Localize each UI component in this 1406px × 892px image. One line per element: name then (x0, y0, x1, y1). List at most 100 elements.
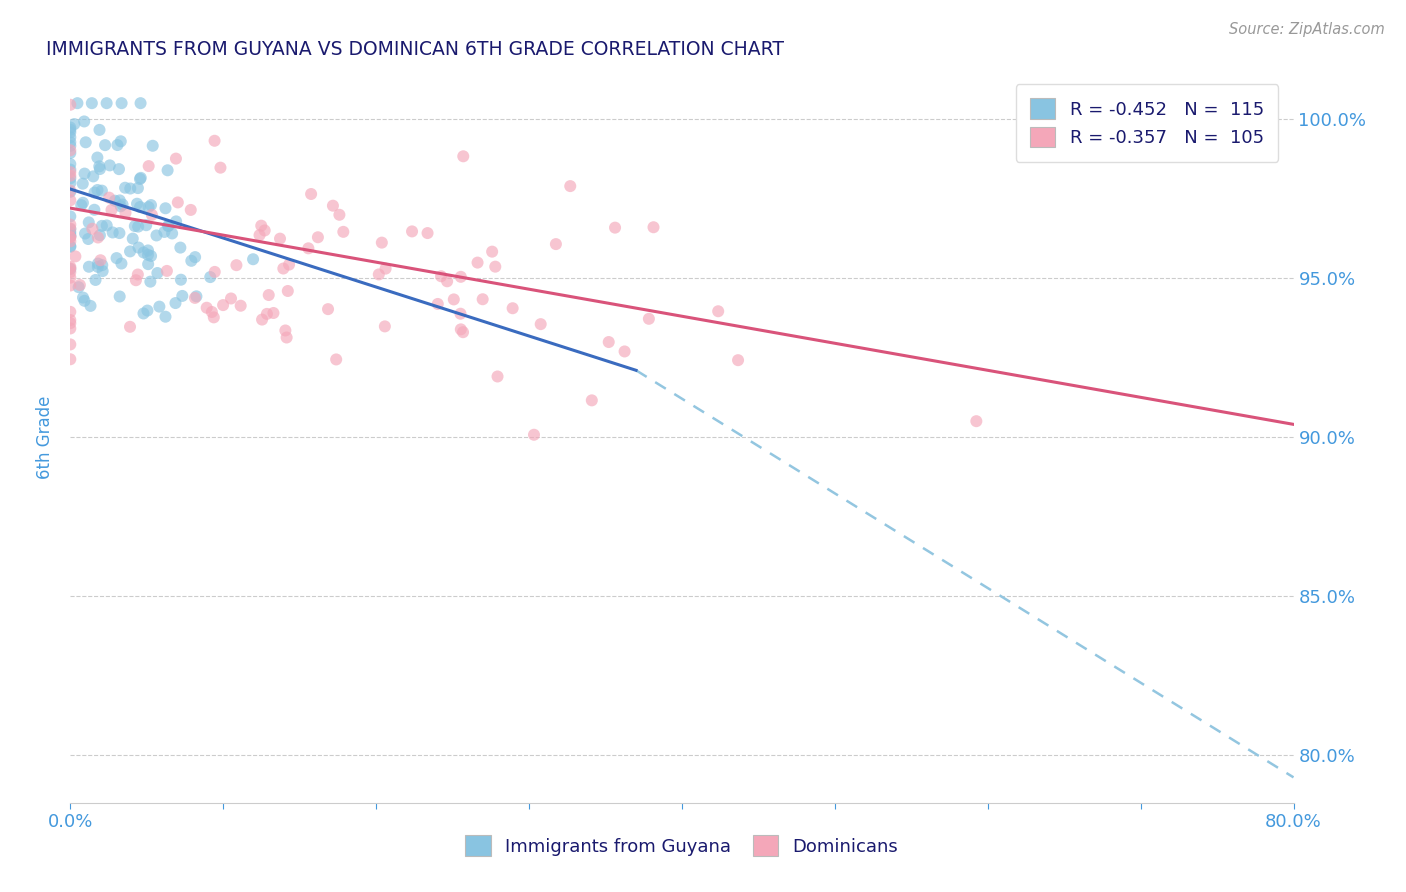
Point (299, 186, 322, 201)
Point (59, 194, 82, 208)
Point (66, 96, 89, 111)
Point (121, 231, 143, 245)
Point (253, 223, 276, 237)
Point (108, 194, 131, 208)
Point (96, 96, 118, 111)
Point (77, 232, 100, 246)
Point (145, 228, 167, 243)
Point (101, 226, 124, 240)
Point (120, 181, 142, 195)
Point (87, 230, 110, 244)
Point (98, 191, 121, 205)
Point (257, 288, 280, 302)
Point (59, 221, 82, 235)
Point (581, 393, 603, 408)
Point (153, 225, 176, 239)
Point (105, 251, 128, 265)
Point (523, 427, 546, 442)
Point (451, 325, 474, 339)
Point (278, 258, 301, 272)
Text: IMMIGRANTS FROM GUYANA VS DOMINICAN 6TH GRADE CORRELATION CHART: IMMIGRANTS FROM GUYANA VS DOMINICAN 6TH … (46, 39, 783, 59)
Point (124, 219, 146, 233)
Point (450, 322, 472, 336)
Point (110, 134, 132, 148)
Point (91, 258, 114, 272)
Point (450, 269, 472, 284)
Point (204, 265, 226, 279)
Point (155, 201, 177, 215)
Point (59, 139, 82, 153)
Point (643, 220, 665, 235)
Point (136, 257, 159, 271)
Text: Source: ZipAtlas.com: Source: ZipAtlas.com (1229, 22, 1385, 37)
Point (65, 249, 87, 263)
Point (59, 321, 82, 335)
Point (59, 125, 82, 139)
Point (274, 323, 297, 337)
Point (367, 268, 389, 282)
Point (59, 120, 82, 135)
Point (202, 310, 225, 325)
Point (59, 157, 82, 171)
Point (416, 226, 439, 240)
Point (125, 273, 148, 287)
Point (86, 183, 108, 197)
Point (59, 222, 82, 236)
Point (598, 334, 620, 349)
Point (166, 195, 188, 210)
Point (172, 289, 194, 303)
Point (59, 337, 82, 351)
Point (136, 303, 159, 318)
Point (135, 218, 157, 232)
Point (59, 278, 82, 293)
Point (125, 196, 148, 211)
Point (156, 264, 179, 278)
Point (467, 255, 489, 269)
Point (307, 230, 329, 244)
Point (249, 228, 271, 243)
Point (451, 149, 474, 163)
Point (72, 291, 94, 305)
Point (84, 273, 107, 287)
Point (486, 369, 509, 384)
Point (59, 305, 82, 319)
Point (332, 225, 354, 239)
Point (89, 159, 111, 173)
Point (297, 241, 319, 255)
Point (59, 185, 82, 199)
Point (204, 134, 226, 148)
Point (86, 151, 108, 165)
Point (374, 261, 396, 276)
Point (139, 198, 162, 212)
Point (132, 245, 155, 260)
Point (374, 319, 396, 334)
Point (89, 228, 111, 243)
Point (212, 298, 235, 312)
Point (138, 159, 160, 173)
Point (129, 170, 152, 185)
Point (141, 208, 163, 222)
Point (165, 152, 187, 166)
Point (148, 300, 170, 314)
Point (59, 230, 82, 244)
Point (157, 219, 180, 233)
Point (169, 241, 191, 255)
Point (72, 195, 94, 210)
Point (59, 260, 82, 274)
Point (72, 177, 94, 191)
Point (707, 304, 730, 318)
Point (481, 244, 503, 259)
Point (110, 256, 132, 270)
Point (82, 221, 104, 235)
Point (225, 258, 247, 272)
Point (100, 202, 122, 217)
Point (73, 167, 96, 181)
Point (436, 274, 458, 288)
Point (603, 220, 626, 235)
Point (110, 199, 132, 213)
Point (118, 319, 141, 334)
Point (73, 114, 96, 128)
Point (142, 138, 165, 153)
Point (209, 161, 232, 175)
Point (96, 219, 118, 233)
